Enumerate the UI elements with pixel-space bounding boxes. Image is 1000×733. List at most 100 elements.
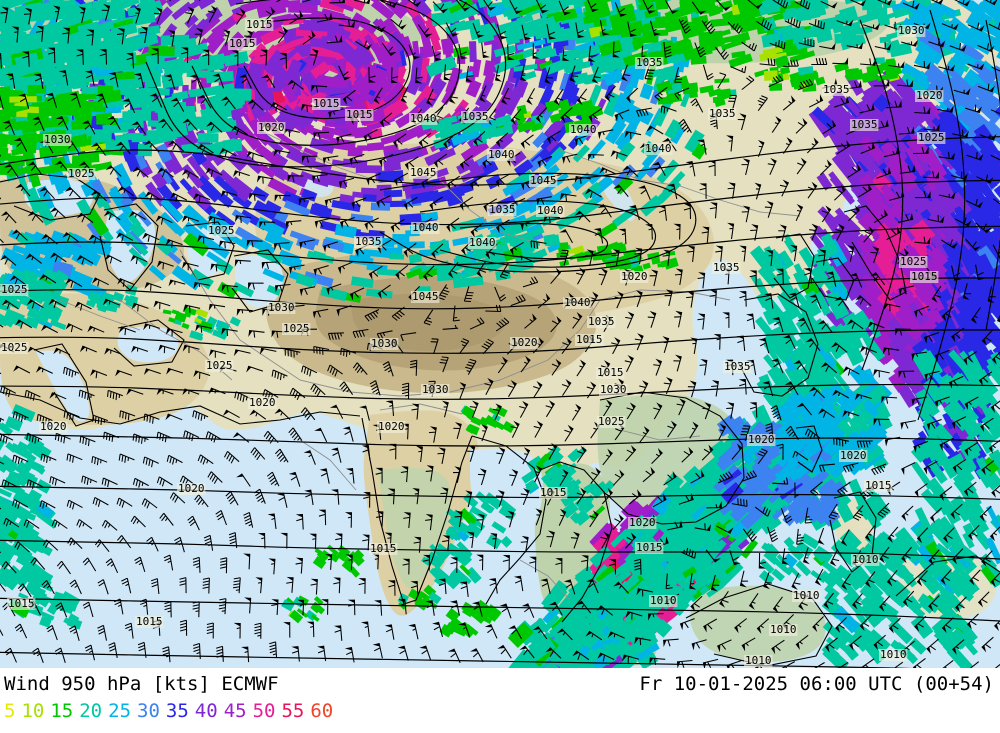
wind-barb [442, 535, 450, 552]
wind-barb [977, 591, 990, 608]
wind-barb [738, 378, 747, 395]
isobar-label: 1045 [409, 166, 438, 179]
wind-barb [484, 624, 498, 639]
wind-barb [390, 67, 399, 84]
wind-barb [572, 650, 590, 661]
wind-barb [165, 328, 183, 337]
isobar-label: 1035 [488, 203, 517, 216]
wind-barb [642, 466, 656, 483]
wind-barb [981, 460, 995, 476]
wind-barb [673, 223, 681, 240]
wind-barb [192, 601, 200, 618]
wind-barb [980, 417, 994, 433]
wind-barb [402, 558, 410, 575]
wind-barb [393, 133, 407, 149]
wind-barb [118, 453, 135, 463]
wind-barb [163, 554, 174, 571]
wind-barb [302, 30, 316, 45]
wind-barb [218, 240, 236, 249]
wind-barb [206, 622, 214, 639]
wind-barb [301, 365, 318, 377]
wind-barb [649, 20, 662, 36]
wind-barb [207, 5, 218, 23]
wind-barb [825, 637, 838, 653]
wind-barb [338, 65, 352, 81]
wind-barb [63, 410, 80, 422]
wind-barb [533, 380, 543, 398]
wind-barb [76, 49, 84, 65]
wind-barb [355, 40, 373, 50]
wind-barb [897, 212, 914, 223]
wind-barb [344, 647, 355, 663]
wind-barb [788, 292, 800, 308]
wind-barb [143, 323, 161, 331]
wind-barb [847, 163, 862, 178]
isobar [859, 19, 904, 371]
isobar-label: 1015 [910, 270, 939, 283]
wind-barb [765, 249, 774, 267]
wind-barb [179, 577, 187, 594]
wind-barb [729, 550, 741, 566]
wind-barb [345, 468, 355, 484]
wind-barb [375, 467, 383, 484]
wind-barb [612, 469, 625, 486]
wind-barb [453, 422, 462, 439]
wind-barb [130, 515, 146, 528]
wind-barb [521, 603, 535, 618]
wind-barb [749, 402, 758, 418]
wind-band [189, 315, 241, 341]
wind-barb [757, 139, 765, 157]
wind-band [439, 599, 502, 639]
wind-barb [492, 403, 502, 421]
ecmwf-wind-map-canvas[interactable]: 1015 1015 1015 1020 1015 1040 1030 1035 1025 1045… [0, 0, 1000, 668]
wind-barb [168, 30, 176, 47]
wind-barb [829, 549, 840, 567]
wind-barb [952, 639, 965, 655]
wind-barb [397, 645, 409, 661]
wind-barb [395, 264, 409, 281]
wind-barb [64, 186, 81, 199]
wind-barb [535, 107, 548, 124]
isobar-label: 1025 [67, 167, 96, 180]
wind-barb [901, 505, 914, 522]
wind-barb [241, 646, 250, 663]
wind-barb [62, 27, 70, 44]
wind-barb [2, 120, 15, 135]
wind-barb [459, 155, 473, 171]
wind-barb [524, 313, 537, 329]
wind-barb [874, 42, 892, 51]
wind-barb [403, 196, 418, 211]
wind-barb [546, 130, 561, 145]
wind-barb [710, 574, 720, 592]
wind-barb [309, 48, 319, 66]
wind-barb [900, 420, 916, 430]
isobar-label: 1015 [635, 541, 664, 554]
wind-barb [364, 309, 380, 322]
wind-barb [859, 103, 875, 114]
wind-barb [822, 119, 837, 135]
wind-barb [796, 157, 807, 175]
wind-barb [537, 155, 553, 169]
wind-barb [499, 262, 510, 279]
isobar-label: 1020 [377, 420, 406, 433]
wind-barb [599, 20, 610, 36]
map-datetime: Fr 10-01-2025 06:00 UTC (00+54) [639, 673, 994, 695]
wind-barb [27, 346, 45, 355]
wind-barb [67, 537, 83, 549]
wind-barb [342, 89, 356, 105]
wind-barb [101, 3, 111, 21]
wind-barb [501, 87, 511, 105]
wind-barb [602, 399, 613, 417]
wind-barb [808, 94, 824, 108]
isobar-label: 1035 [850, 118, 879, 131]
wind-barb [195, 324, 212, 333]
wind-barb [821, 205, 832, 223]
wind-barb [581, 555, 589, 572]
wind-barb [614, 2, 628, 17]
wind-barb [607, 631, 625, 639]
wind-barb [764, 200, 774, 218]
wind-barb [914, 236, 931, 245]
isobar-label: 1035 [635, 56, 664, 69]
wind-barb [256, 175, 274, 184]
wind-barb [966, 152, 984, 161]
